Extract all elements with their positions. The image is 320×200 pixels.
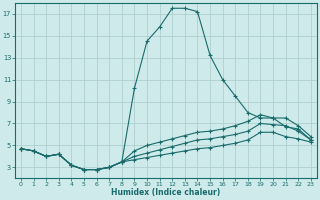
X-axis label: Humidex (Indice chaleur): Humidex (Indice chaleur) (111, 188, 220, 197)
